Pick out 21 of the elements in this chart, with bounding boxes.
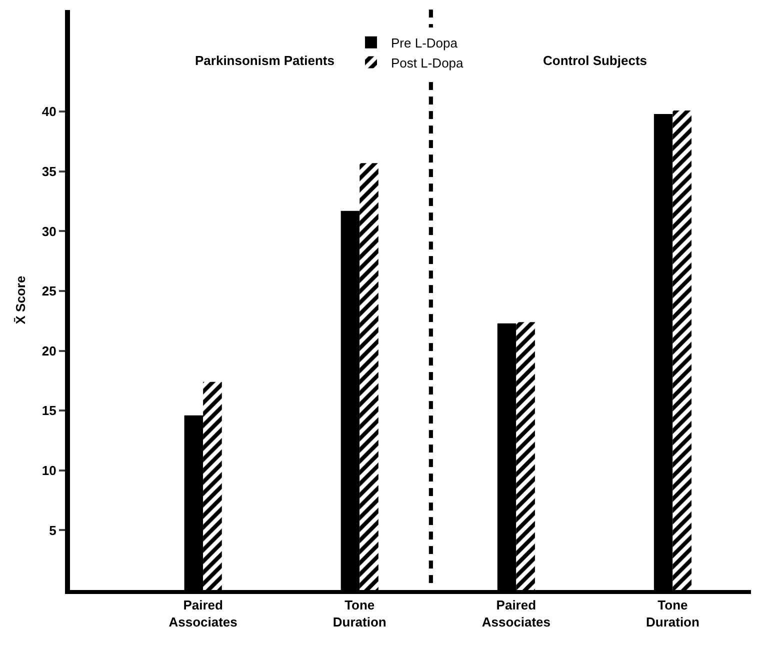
bar: [516, 322, 535, 590]
y-tick-label: 25: [42, 284, 56, 299]
annotation: Control Subjects: [543, 53, 648, 68]
bar: [672, 110, 692, 590]
y-tick-label: 30: [42, 224, 56, 239]
bar: [360, 163, 378, 590]
legend-label: Pre L-Dopa: [391, 35, 458, 50]
bar: [203, 382, 222, 590]
x-tick-label: Tone Duration: [646, 598, 700, 630]
y-tick-label: 15: [42, 403, 56, 418]
y-tick-label: 5: [49, 522, 56, 538]
x-tick-label: Tone Duration: [332, 598, 386, 630]
y-axis-title: X̄ Score: [12, 276, 28, 324]
x-tick-label: Paired Associates: [168, 598, 238, 630]
y-tick-label: 35: [42, 164, 56, 179]
x-tick-label: Paired Associates: [482, 598, 550, 630]
y-tick-label: 10: [42, 462, 56, 478]
annotation: Parkinsonism Patients: [195, 53, 334, 68]
legend-label: Post L-Dopa: [391, 55, 464, 70]
y-tick-label: 40: [42, 104, 56, 120]
y-tick-label: 20: [42, 343, 56, 358]
